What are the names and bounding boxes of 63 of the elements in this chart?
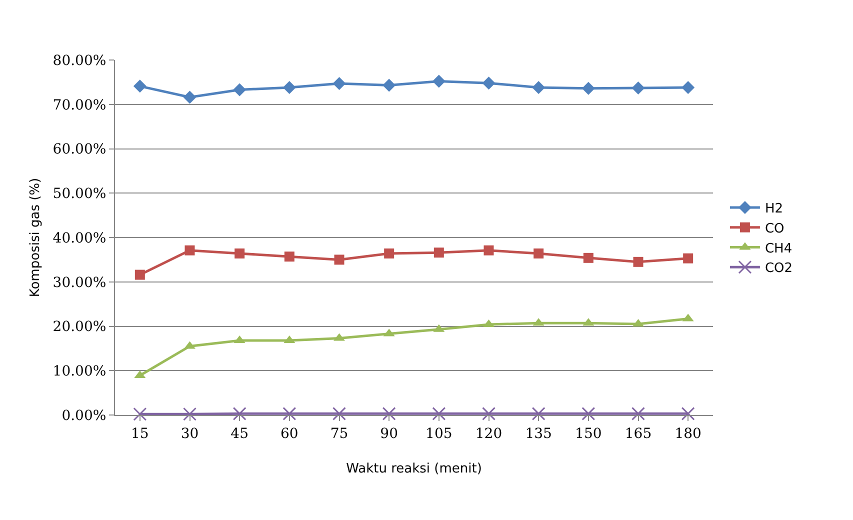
point (681, 406, 695, 420)
point (432, 74, 446, 88)
point (632, 81, 645, 94)
point (282, 81, 296, 94)
x-tick-label: 90 (380, 426, 398, 442)
x-tick-label: 45 (230, 426, 248, 442)
point (332, 406, 346, 420)
legend-label: CH4 (764, 241, 792, 256)
legend-label: CO2 (764, 261, 793, 276)
x-tick-label: 15 (131, 426, 149, 442)
point (682, 81, 695, 94)
point (532, 81, 546, 94)
legend-label: H2 (764, 202, 784, 217)
point (233, 83, 246, 96)
point (482, 76, 496, 90)
y-tick-label: 40.00% (52, 230, 106, 246)
x-tick-label: 60 (280, 426, 298, 442)
x-tick-label: 120 (475, 426, 502, 442)
x-tick-label: 150 (575, 426, 602, 442)
point (134, 270, 145, 280)
y-tick-label: 0.00% (62, 408, 106, 424)
point (434, 248, 444, 258)
x-tick-label: 180 (674, 426, 702, 442)
y-tick-label: 80.00% (52, 52, 106, 69)
point (384, 248, 394, 258)
point (232, 406, 246, 420)
point (432, 406, 446, 420)
point (484, 245, 494, 256)
point (632, 406, 645, 420)
point (582, 82, 595, 95)
point (183, 90, 196, 104)
x-tick-label: 75 (330, 426, 348, 442)
point (184, 245, 195, 256)
y-tick-label: 10.00% (52, 364, 106, 380)
point (282, 406, 296, 420)
y-tick-label: 50.00% (52, 186, 106, 202)
y-tick-label: 30.00% (52, 274, 106, 291)
point (583, 252, 594, 263)
x-tick-label: 30 (180, 426, 199, 442)
x-tick-label: 135 (525, 426, 552, 442)
point (532, 406, 546, 420)
point (633, 256, 644, 267)
point (683, 253, 694, 264)
legend-label: CO (764, 221, 784, 236)
point (482, 406, 496, 420)
point (382, 406, 396, 420)
y-tick-label: 60.00% (52, 142, 106, 158)
point (183, 407, 196, 421)
y-tick-label: 20.00% (52, 319, 106, 336)
point (382, 78, 396, 92)
point (133, 80, 146, 93)
x-tick-label: 105 (426, 426, 452, 442)
point (284, 252, 294, 262)
point (234, 248, 245, 258)
y-tick-label: 70.00% (52, 97, 106, 114)
point (582, 406, 596, 420)
x-tick-label: 165 (624, 426, 652, 442)
x-axis-title: Waktu reaksi (menit) (346, 461, 482, 476)
point (133, 407, 147, 421)
point (534, 248, 544, 258)
point (334, 254, 344, 265)
y-axis-title: Komposisi gas (%) (28, 178, 43, 298)
point (332, 77, 346, 90)
